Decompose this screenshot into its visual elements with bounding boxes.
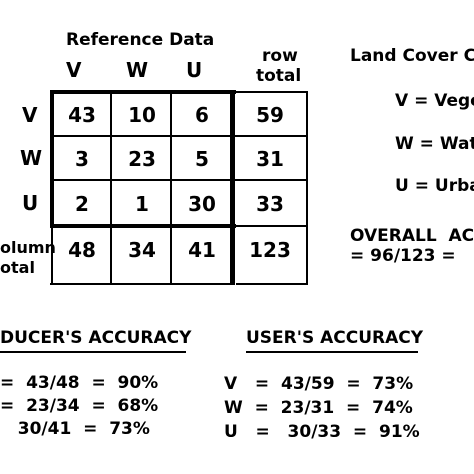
col-header-w: W (126, 58, 149, 82)
grid-right (306, 91, 308, 285)
cell-v-w: 10 (128, 103, 156, 127)
cell-total-w: 34 (128, 238, 156, 262)
cell-w-w: 23 (128, 147, 156, 171)
cell-v-total: 59 (256, 103, 284, 127)
grid-left-thick (50, 90, 54, 228)
users-accuracy-underline (246, 351, 418, 353)
users-accuracy-v: V = 43/59 = 73% (224, 374, 414, 394)
row-header-v: V (22, 103, 38, 127)
grid-col-line1 (110, 90, 112, 285)
column-total-label-line2: otal (0, 258, 35, 277)
grid-bottom-thick (50, 224, 236, 228)
cell-u-u: 30 (188, 192, 216, 216)
grid-line-row1 (50, 135, 308, 137)
reference-data-label: Reference Data (66, 30, 215, 50)
producers-accuracy-underline (0, 351, 186, 353)
legend-item-w: W = Wat (395, 134, 474, 154)
column-total-label-line1: olumn (0, 238, 56, 257)
row-header-w: W (20, 146, 43, 170)
cell-v-v: 43 (68, 103, 96, 127)
grid-top-thin (236, 91, 308, 93)
grid-col-line2 (170, 90, 172, 285)
cell-w-total: 31 (256, 147, 284, 171)
overall-accuracy-line2: = 96/123 = (350, 246, 456, 266)
grid-line-row2 (50, 179, 308, 181)
col-header-v: V (66, 58, 82, 82)
cell-w-u: 5 (195, 147, 209, 171)
grid-line-totals-right (236, 283, 308, 285)
row-header-u: U (22, 191, 39, 215)
grid-bottom-thin (236, 225, 308, 227)
cell-u-w: 1 (135, 192, 149, 216)
legend-item-v: V = Vege (395, 91, 474, 111)
producers-accuracy-title: DUCER'S ACCURACY (0, 328, 192, 348)
grid-col-line-thick (230, 90, 235, 285)
cell-total-v: 48 (68, 238, 96, 262)
row-total-label-line1: row (262, 46, 298, 66)
cell-v-u: 6 (195, 103, 209, 127)
users-accuracy-w: W = 23/31 = 74% (224, 398, 413, 418)
grid-line-totals (50, 283, 232, 285)
producers-accuracy-u: 30/41 = 73% (0, 419, 150, 439)
producers-accuracy-v: = 43/48 = 90% (0, 373, 159, 393)
cell-u-total: 33 (256, 192, 284, 216)
users-accuracy-title: USER'S ACCURACY (246, 328, 424, 348)
grid-top-thick (50, 90, 236, 94)
users-accuracy-u: U = 30/33 = 91% (224, 422, 420, 442)
legend-item-u: U = Urba (395, 176, 474, 196)
legend-title: Land Cover C (350, 46, 474, 66)
row-total-label-line2: total (256, 66, 302, 86)
grid-left-thin (51, 228, 53, 285)
producers-accuracy-w: = 23/34 = 68% (0, 396, 159, 416)
cell-total-u: 41 (188, 238, 216, 262)
overall-accuracy-line1: OVERALL AC (350, 226, 474, 246)
col-header-u: U (186, 58, 203, 82)
cell-w-v: 3 (75, 147, 89, 171)
cell-u-v: 2 (75, 192, 89, 216)
cell-grand-total: 123 (249, 238, 291, 262)
